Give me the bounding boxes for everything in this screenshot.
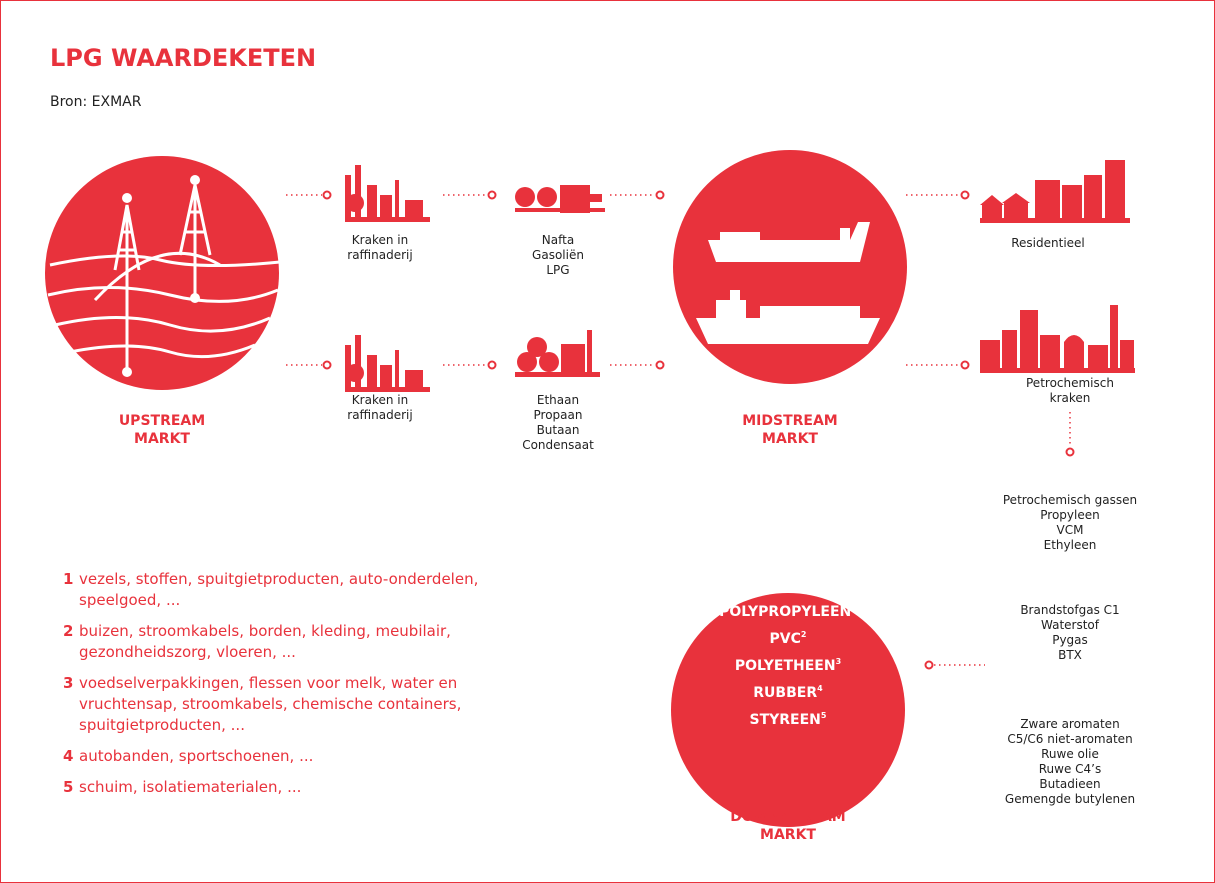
node-label: Propaan (534, 408, 583, 422)
product-name: RUBBER (753, 685, 817, 701)
product-note: 5 (821, 711, 827, 720)
node-label: Ruwe olie (1041, 747, 1099, 761)
node-label: raffinaderij (347, 248, 412, 262)
product: POLYETHEEN3 (735, 657, 841, 674)
node-label: Kraken in (352, 393, 408, 407)
downstream-circle (671, 593, 905, 827)
node-label: Propyleen (1040, 508, 1099, 522)
note-text: gezondheidszorg, vloeren, ... (79, 643, 296, 661)
upstream-label: MARKT (134, 431, 190, 447)
note-text: autobanden, sportschoenen, ... (79, 747, 313, 765)
node-label: Ethyleen (1044, 538, 1097, 552)
midstream-label: MIDSTREAM (742, 413, 838, 429)
node-label: raffinaderij (347, 408, 412, 422)
note-text: vezels, stoffen, spuitgietproducten, aut… (79, 570, 478, 588)
product-note: 4 (817, 684, 823, 693)
node-label: BTX (1058, 648, 1082, 662)
node-label: Residentieel (1011, 236, 1085, 250)
node-label: Pygas (1052, 633, 1088, 647)
note-text: voedselverpakkingen, flessen voor melk, … (79, 674, 457, 692)
node-label: Waterstof (1041, 618, 1100, 632)
midstream-circle (673, 150, 907, 384)
note-number: 4 (63, 747, 73, 765)
node-label: kraken (1050, 391, 1091, 405)
node-label: Nafta (542, 233, 574, 247)
node-label: Zware aromaten (1020, 717, 1119, 731)
midstream-label: MARKT (762, 431, 818, 447)
note-number: 2 (63, 622, 73, 640)
note-text: schuim, isolatiematerialen, ... (79, 778, 301, 796)
product: POLYPROPYLEEN1 (719, 603, 857, 620)
node-label: Gemengde butylenen (1005, 792, 1135, 806)
downstream-label: DOWNSTREAM (730, 809, 845, 825)
note-number: 1 (63, 570, 73, 588)
node-label: Petrochemisch (1026, 376, 1114, 390)
source: Bron: EXMAR (50, 94, 142, 110)
node-label: Kraken in (352, 233, 408, 247)
node-label: Butadieen (1039, 777, 1100, 791)
node-label: Petrochemisch gassen (1003, 493, 1137, 507)
product-name: PVC (770, 631, 801, 647)
product-name: STYREEN (750, 712, 821, 728)
note-text: spuitgietproducten, ... (79, 716, 245, 734)
node-label: Ruwe C4’s (1039, 762, 1102, 776)
note-text: speelgoed, ... (79, 591, 180, 609)
node-label: C5/C6 niet-aromaten (1007, 732, 1132, 746)
upstream-label: UPSTREAM (119, 413, 205, 429)
product-name: POLYPROPYLEEN (719, 604, 851, 620)
node-label: Butaan (537, 423, 580, 437)
note-number: 5 (63, 778, 73, 796)
upstream-circle (45, 156, 280, 390)
product-note: 1 (851, 603, 857, 612)
node-label: LPG (546, 263, 569, 277)
downstream-label: MARKT (760, 827, 816, 843)
note-text: vruchtensap, stroomkabels, chemische con… (79, 695, 461, 713)
node-label: Brandstofgas C1 (1020, 603, 1119, 617)
title: LPG WAARDEKETEN (50, 44, 316, 72)
note-number: 3 (63, 674, 73, 692)
product: STYREEN5 (750, 711, 827, 728)
node-label: Ethaan (537, 393, 579, 407)
product-note: 2 (801, 630, 807, 639)
note-text: buizen, stroomkabels, borden, kleding, m… (79, 622, 451, 640)
product-name: POLYETHEEN (735, 658, 836, 674)
node-label: Gasoliën (532, 248, 584, 262)
node-label: VCM (1057, 523, 1084, 537)
page: LPG WAARDEKETEN Bron: EXMAR (0, 0, 1215, 883)
product: RUBBER4 (753, 684, 823, 701)
node-label: Condensaat (522, 438, 594, 452)
product-note: 3 (836, 657, 842, 666)
